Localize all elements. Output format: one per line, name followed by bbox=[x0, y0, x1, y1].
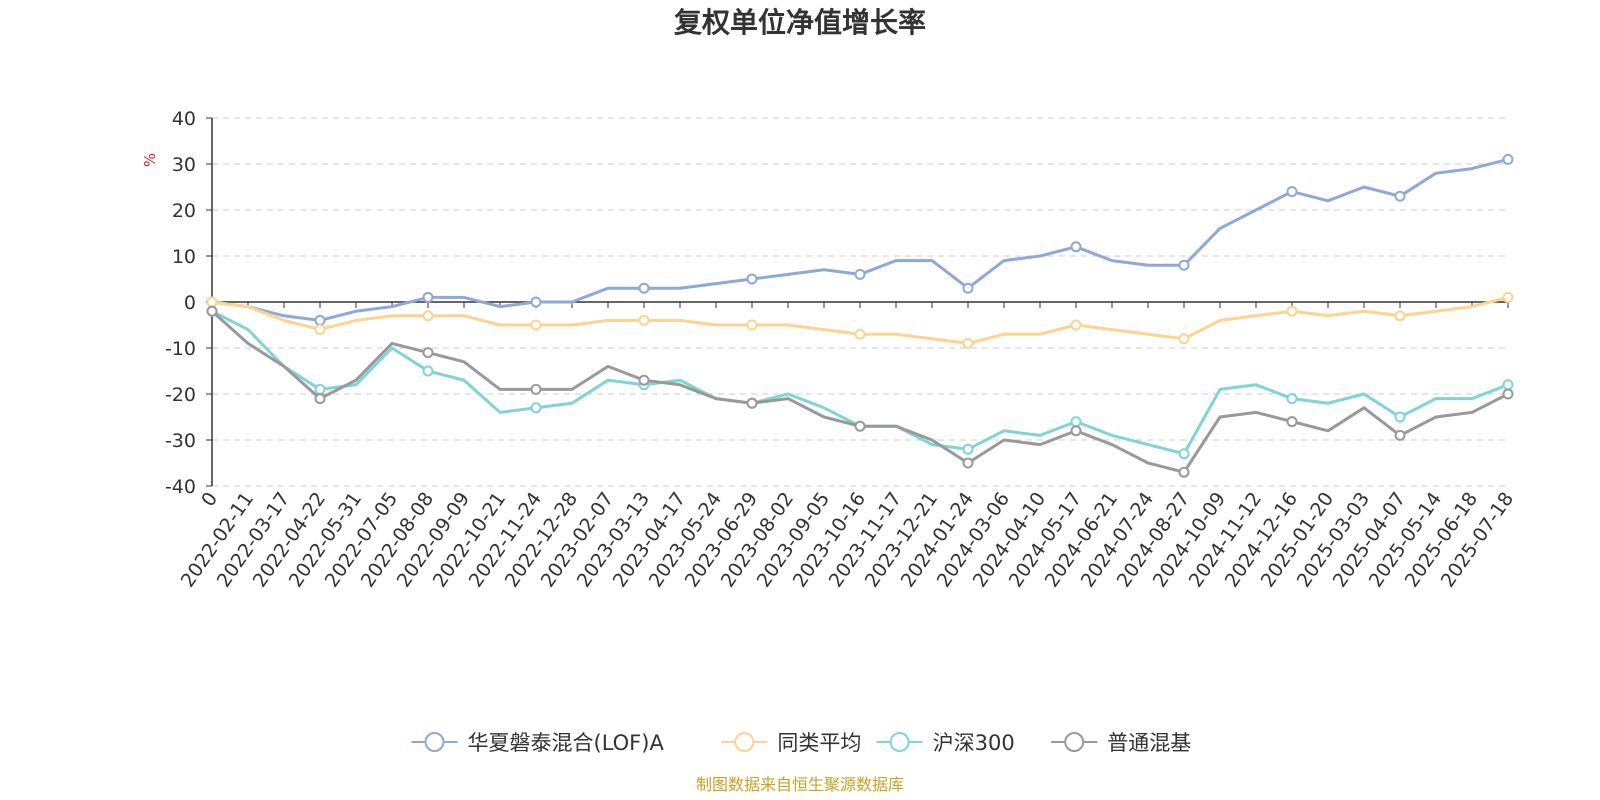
data-point bbox=[746, 273, 758, 285]
data-point bbox=[1070, 425, 1082, 437]
data-point bbox=[422, 310, 434, 322]
series-lines bbox=[206, 153, 1514, 478]
data-point bbox=[854, 328, 866, 340]
y-tick-label: 20 bbox=[172, 200, 196, 222]
legend[interactable]: 华夏磐泰混合(LOF)A 同类平均 沪深300 普通混基 bbox=[411, 731, 1192, 755]
y-tick-label: -30 bbox=[165, 430, 196, 452]
legend-item[interactable]: 华夏磐泰混合(LOF)A bbox=[411, 731, 665, 755]
data-point bbox=[1178, 259, 1190, 271]
data-point bbox=[1070, 416, 1082, 428]
y-tick-label: 0 bbox=[184, 292, 196, 314]
source-note: 制图数据来自恒生聚源数据库 bbox=[696, 775, 904, 794]
data-point bbox=[530, 296, 542, 308]
data-point bbox=[1286, 416, 1298, 428]
data-point bbox=[314, 314, 326, 326]
data-point bbox=[1070, 241, 1082, 253]
data-point bbox=[314, 324, 326, 336]
legend-item[interactable]: 普通混基 bbox=[1051, 731, 1191, 755]
y-axis-unit-label: % bbox=[141, 153, 159, 167]
data-point bbox=[746, 319, 758, 331]
y-tick-label: 40 bbox=[172, 108, 196, 130]
chart-title: 复权单位净值增长率 bbox=[674, 6, 926, 39]
y-tick-label: 10 bbox=[172, 246, 196, 268]
data-point bbox=[530, 402, 542, 414]
data-point bbox=[530, 319, 542, 331]
data-point bbox=[1286, 393, 1298, 405]
legend-label: 同类平均 bbox=[777, 731, 861, 755]
series-path bbox=[210, 157, 1510, 322]
data-point bbox=[314, 383, 326, 395]
data-point bbox=[962, 282, 974, 294]
data-point bbox=[1502, 379, 1514, 391]
data-point bbox=[314, 393, 326, 405]
legend-marker-icon bbox=[889, 732, 910, 752]
data-point bbox=[206, 296, 218, 308]
legend-marker-icon bbox=[734, 732, 755, 752]
legend-label: 普通混基 bbox=[1107, 731, 1191, 755]
axes: 403020100-10-20-30-40%02022-02-112022-03… bbox=[141, 108, 1518, 591]
data-point bbox=[962, 337, 974, 349]
legend-marker-icon bbox=[1064, 732, 1085, 752]
data-point bbox=[1394, 190, 1406, 202]
data-point bbox=[530, 383, 542, 395]
y-tick-label: -10 bbox=[165, 338, 196, 360]
data-point bbox=[854, 420, 866, 432]
x-tick-label: 0 bbox=[197, 488, 222, 511]
data-point bbox=[962, 457, 974, 469]
data-point bbox=[1502, 153, 1514, 165]
data-point bbox=[1502, 388, 1514, 400]
data-point bbox=[1178, 448, 1190, 460]
data-point bbox=[1394, 310, 1406, 322]
data-point bbox=[1178, 333, 1190, 345]
series-line bbox=[206, 305, 1514, 478]
legend-marker-icon bbox=[424, 732, 445, 752]
data-point bbox=[746, 397, 758, 409]
series-line bbox=[206, 291, 1514, 349]
data-point bbox=[1178, 466, 1190, 478]
data-point bbox=[1502, 291, 1514, 303]
data-point bbox=[1394, 429, 1406, 441]
data-point bbox=[1070, 319, 1082, 331]
data-point bbox=[638, 314, 650, 326]
legend-item[interactable]: 沪深300 bbox=[876, 731, 1015, 755]
data-point bbox=[422, 347, 434, 359]
data-point bbox=[638, 282, 650, 294]
data-point bbox=[854, 268, 866, 280]
data-point bbox=[422, 365, 434, 377]
data-point bbox=[1286, 305, 1298, 317]
data-point bbox=[962, 443, 974, 455]
data-point bbox=[422, 291, 434, 303]
series-line bbox=[206, 153, 1514, 326]
legend-label: 沪深300 bbox=[933, 731, 1015, 755]
data-point bbox=[206, 305, 218, 317]
data-point bbox=[1394, 411, 1406, 423]
y-tick-label: -20 bbox=[165, 384, 196, 406]
y-tick-label: -40 bbox=[165, 476, 196, 498]
data-point bbox=[1286, 186, 1298, 198]
data-point bbox=[638, 374, 650, 386]
legend-item[interactable]: 同类平均 bbox=[721, 731, 861, 755]
legend-label: 华夏磐泰混合(LOF)A bbox=[468, 731, 665, 755]
y-tick-label: 30 bbox=[172, 154, 196, 176]
